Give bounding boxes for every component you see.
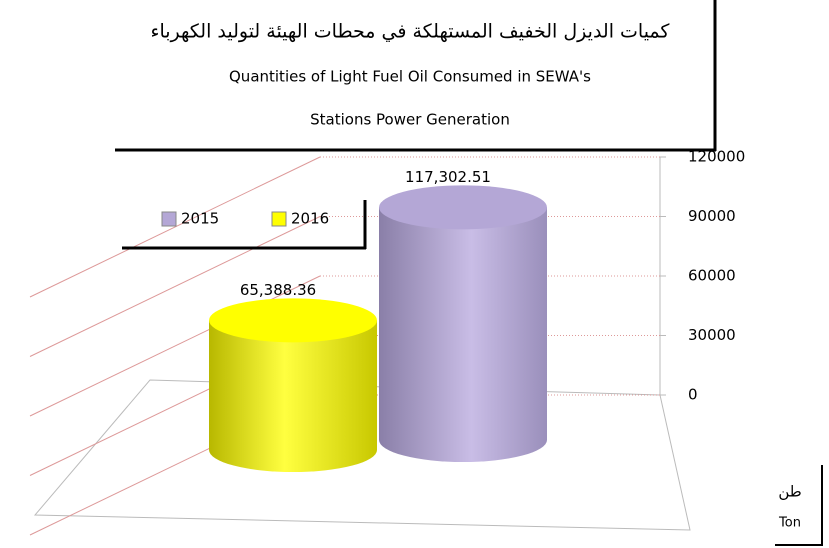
y-tick-label: 0: [688, 386, 698, 404]
y-tick-label: 60000: [688, 267, 736, 285]
bar: [209, 320, 377, 472]
plot-layer: 0 30000 60000 90000 120000 117,302.51 65,388.3…: [29, 148, 745, 536]
y-tick-label: 90000: [688, 207, 736, 225]
bar-top: [209, 298, 377, 343]
unit-label: Ton: [778, 516, 801, 531]
chart-subtitle: Quantities of Light Fuel Oil Consumed in…: [229, 68, 591, 86]
legend-swatch: [271, 211, 287, 227]
value-label: 117,302.51: [405, 168, 491, 186]
y-tick-label: 120000: [688, 148, 745, 166]
cylinder: 117,302.51: [379, 168, 547, 462]
grid-line: [29, 216, 321, 357]
title-box: [0, 0, 715, 150]
unit-label: طن: [778, 483, 801, 501]
chart-subtitle: Stations Power Generation: [310, 111, 510, 129]
value-label: 65,388.36: [240, 281, 316, 299]
bar-top: [379, 185, 547, 230]
legend-swatch: [161, 211, 177, 227]
chart-title: كميات الديزل الخفيف المستهلكة في محطات ا…: [151, 21, 671, 43]
legend-label: 2016: [291, 210, 329, 228]
legend-label: 2015: [181, 210, 219, 228]
grid-line: [29, 156, 321, 298]
cylinder: 65,388.36: [209, 281, 377, 472]
bar: [379, 207, 547, 462]
y-tick-label: 30000: [688, 326, 736, 344]
